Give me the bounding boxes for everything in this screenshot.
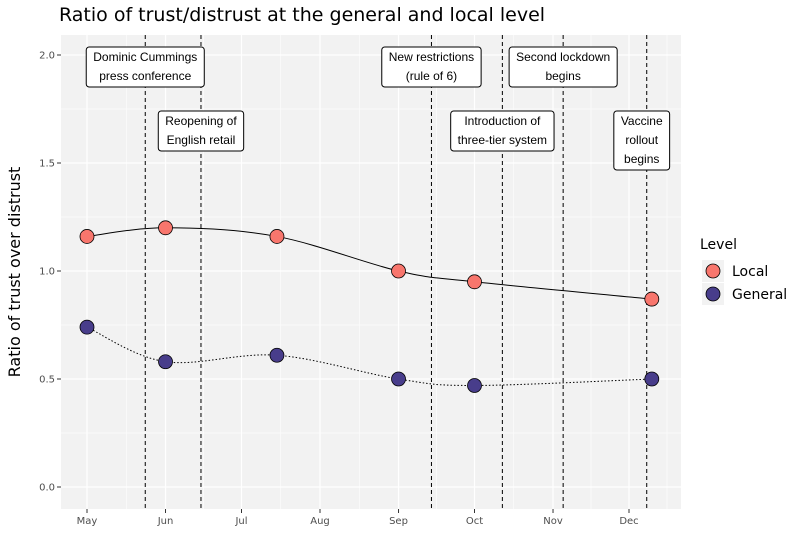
y-tick-label: 1.5 [39, 159, 55, 170]
x-tick-label: May [77, 516, 98, 527]
event-label-box [450, 110, 555, 152]
event-label-box [381, 46, 482, 88]
data-point-general [79, 319, 95, 335]
event-label-text: Reopening of [165, 114, 237, 128]
event-annotations: Dominic Cummings press conference Reopenin… [85, 46, 671, 171]
event-label-box [85, 46, 205, 88]
event-label-text: English retail [167, 133, 236, 147]
event-label-text: begins [545, 69, 580, 83]
event-label-text: rollout [625, 133, 658, 147]
event-label-text: Introduction of [464, 114, 541, 128]
event-annotation: New restrictions (rule of 6) [381, 46, 482, 88]
event-label-text: Dominic Cummings [93, 50, 197, 64]
x-tick-label: Jun [157, 516, 174, 527]
data-point-local [644, 291, 660, 307]
event-label-text: Vaccine [621, 114, 663, 128]
series-points [79, 220, 660, 393]
data-point-general [467, 378, 482, 393]
event-label-text: three-tier system [458, 133, 547, 147]
data-point-local [391, 263, 406, 279]
x-tick-label: Dec [619, 516, 638, 527]
x-tick-label: Sep [389, 516, 408, 527]
event-annotation: Reopening of English retail [157, 110, 245, 152]
legend-key-local [705, 263, 721, 279]
data-point-general [391, 371, 406, 387]
event-label-text: (rule of 6) [406, 69, 457, 83]
data-point-local [79, 229, 95, 244]
x-tick-label: Nov [543, 516, 563, 527]
legend-title: Level [700, 237, 737, 253]
data-point-general [644, 371, 660, 387]
x-tick-label: Jul [234, 516, 247, 527]
x-axis: May Jun Jul Aug Sep Oct Nov Dec [77, 509, 639, 527]
event-annotation: Introduction of three-tier system [450, 110, 555, 152]
data-point-general [269, 347, 285, 363]
data-point-local [467, 274, 482, 290]
grid-major [61, 35, 681, 509]
event-label-text: press conference [99, 69, 191, 83]
data-point-local [269, 229, 285, 244]
x-tick-label: Aug [310, 516, 330, 527]
legend-label: General [732, 287, 787, 303]
event-annotation: Vaccine rollout begins [613, 110, 671, 171]
event-label-text: Second lockdown [516, 50, 610, 64]
y-tick-label: 0.0 [39, 483, 55, 494]
legend: Level Local General [700, 237, 787, 305]
event-label-text: New restrictions [389, 50, 474, 64]
event-label-box [508, 46, 618, 88]
x-tick-label: Oct [466, 516, 483, 527]
data-point-local [158, 220, 173, 236]
plot-panel [61, 35, 681, 509]
legend-label: Local [732, 264, 768, 280]
event-annotation: Second lockdown begins [508, 46, 618, 88]
event-label-box [613, 110, 671, 171]
event-label-text: begins [624, 152, 659, 166]
y-tick-label: 1.0 [39, 267, 55, 278]
y-axis: 0.0 0.5 1.0 1.5 2.0 [39, 51, 61, 494]
y-tick-label: 2.0 [39, 51, 55, 62]
legend-key-general [705, 286, 721, 302]
event-label-box [157, 110, 245, 152]
data-point-general [158, 354, 173, 370]
event-annotation: Dominic Cummings press conference [85, 46, 205, 88]
chart-title: Ratio of trust/distrust at the general a… [59, 4, 545, 26]
y-axis-label: Ratio of trust over distrust [5, 167, 24, 378]
y-tick-label: 0.5 [39, 375, 55, 386]
